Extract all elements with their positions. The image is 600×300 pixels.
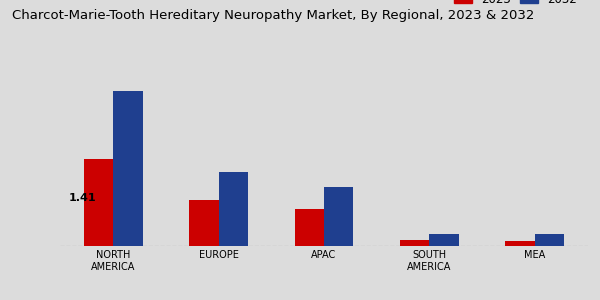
Bar [113, 91, 143, 246]
Bar [535, 234, 564, 246]
Bar [189, 200, 219, 246]
Legend: 2023, 2032: 2023, 2032 [449, 0, 582, 10]
Text: Charcot-Marie-Tooth Hereditary Neuropathy Market, By Regional, 2023 & 2032: Charcot-Marie-Tooth Hereditary Neuropath… [12, 9, 535, 22]
Bar [429, 234, 459, 246]
Bar [400, 240, 429, 246]
Bar [295, 209, 324, 246]
Bar [84, 159, 113, 246]
Text: 1.41: 1.41 [69, 193, 97, 203]
Bar [324, 187, 353, 246]
Bar [219, 172, 248, 246]
Bar [505, 241, 535, 246]
